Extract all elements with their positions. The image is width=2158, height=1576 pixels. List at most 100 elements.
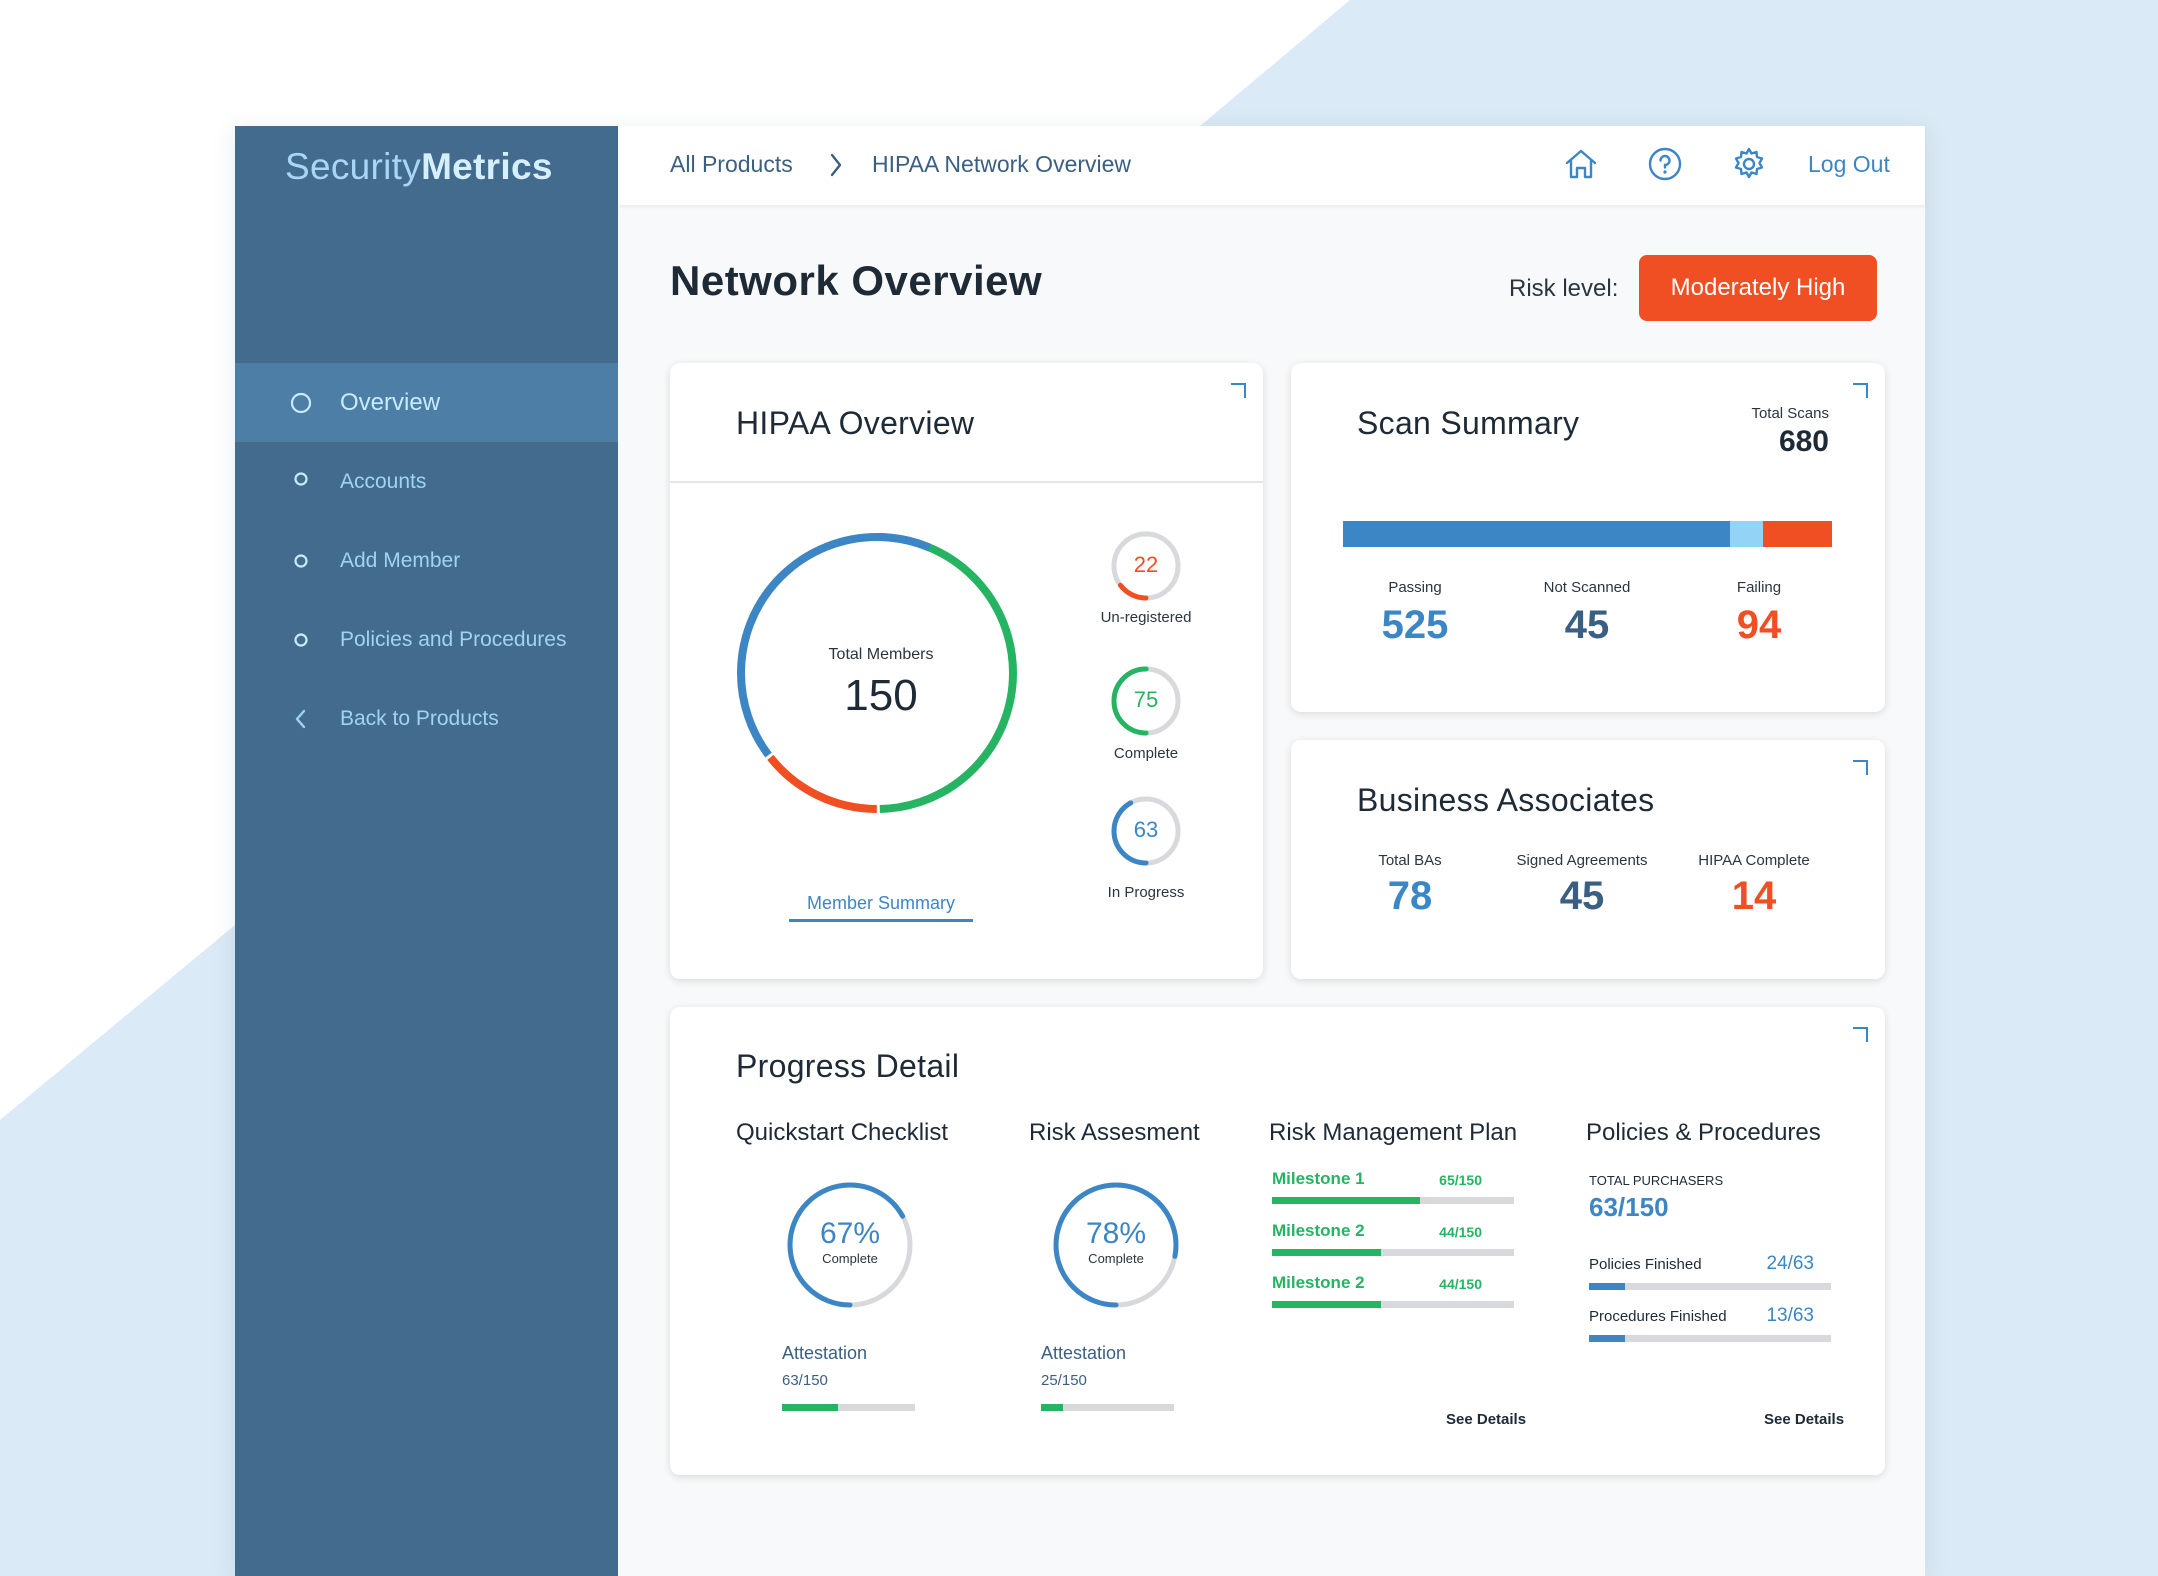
small-circle-icon bbox=[290, 550, 340, 572]
progress-detail-card: Progress Detail Quickstart Checklist 67%… bbox=[670, 1007, 1885, 1475]
sidebar-item-policies[interactable]: Policies and Procedures bbox=[235, 600, 618, 679]
sidebar-item-overview[interactable]: Overview bbox=[235, 363, 618, 442]
status-ring-fill bbox=[1111, 796, 1181, 866]
milestone-label: Milestone 1 bbox=[1272, 1169, 1365, 1188]
milestone-value: 44/150 bbox=[1439, 1224, 1482, 1240]
member-summary-link[interactable]: Member Summary bbox=[806, 893, 956, 913]
risk-management-plan-title: Risk Management Plan bbox=[1269, 1119, 1518, 1146]
status-ring-fill bbox=[1111, 531, 1181, 601]
policies-procedures-title: Policies & Procedures bbox=[1586, 1119, 1821, 1146]
total-members-label: Total Members bbox=[828, 646, 934, 663]
risk-attestation-value: 25/150 bbox=[1041, 1372, 1087, 1389]
risk-attestation-bar bbox=[1041, 1404, 1174, 1411]
ba-stat-label: Signed Agreements bbox=[1516, 852, 1648, 869]
members-donut-chart bbox=[737, 533, 1017, 813]
quickstart-attestation-bar bbox=[782, 1404, 915, 1411]
milestone-label: Milestone 2 bbox=[1272, 1273, 1365, 1292]
scan-bar-segment-not-scanned bbox=[1729, 521, 1763, 547]
risk-level-label: Risk level: bbox=[1509, 275, 1619, 302]
risk-assessment-ring-fill bbox=[1053, 1182, 1179, 1308]
risk-assessment-title: Risk Assesment bbox=[1029, 1119, 1200, 1146]
risk-assessment-progress-ring bbox=[1053, 1182, 1179, 1308]
milestone-progress-bar bbox=[1272, 1301, 1514, 1308]
ba-stat-label: HIPAA Complete bbox=[1698, 852, 1810, 869]
pp-row-value: 24/63 bbox=[1766, 1253, 1814, 1274]
small-circle-icon bbox=[290, 629, 340, 651]
sidebar-item-add-member[interactable]: Add Member bbox=[235, 521, 618, 600]
status-ring-in-progress bbox=[1111, 796, 1181, 866]
pp-row-value: 13/63 bbox=[1766, 1305, 1814, 1326]
scan-bar-segment-passing bbox=[1343, 521, 1730, 547]
expand-corner-icon[interactable] bbox=[1853, 760, 1868, 775]
chevron-left-icon bbox=[290, 708, 340, 730]
bar-fill bbox=[1272, 1249, 1381, 1256]
quickstart-title: Quickstart Checklist bbox=[736, 1119, 949, 1146]
card-title: Business Associates bbox=[1357, 782, 1655, 818]
top-bar: All Products HIPAA Network Overview Log … bbox=[618, 126, 1925, 205]
scan-stacked-bar bbox=[1343, 521, 1832, 547]
rmp-see-details-link[interactable]: See Details bbox=[1446, 1411, 1527, 1428]
expand-corner-icon[interactable] bbox=[1853, 1027, 1868, 1042]
expand-corner-icon[interactable] bbox=[1231, 383, 1246, 398]
business-associates-card: Business Associates Total BAs 78 Signed Ag… bbox=[1291, 740, 1885, 979]
milestone-value: 44/150 bbox=[1439, 1276, 1482, 1292]
bar-fill bbox=[782, 1404, 838, 1411]
quickstart-progress-ring bbox=[787, 1182, 913, 1308]
scan-stat-label: Passing bbox=[1388, 579, 1442, 596]
scan-stat-label: Not Scanned bbox=[1543, 579, 1631, 596]
ba-stat-value: 78 bbox=[1387, 874, 1433, 918]
status-value: 75 bbox=[1133, 687, 1159, 712]
scan-summary-card: Scan Summary Total Scans 680 Passing 525 N… bbox=[1291, 363, 1885, 712]
sidebar-item-label: Back to Products bbox=[340, 706, 499, 730]
scan-stat-value: 94 bbox=[1736, 603, 1782, 647]
pp-row-label: Policies Finished bbox=[1589, 1256, 1702, 1273]
scan-stat-value: 525 bbox=[1381, 603, 1449, 647]
scan-bar-segment-failing bbox=[1762, 521, 1832, 547]
risk-assessment-percent: 78% bbox=[1085, 1217, 1147, 1250]
scan-stat-label: Failing bbox=[1736, 579, 1782, 596]
total-purchasers-value: 63/150 bbox=[1589, 1192, 1669, 1222]
sidebar-item-label: Add Member bbox=[340, 548, 461, 572]
total-purchasers-label: TOTAL PURCHASERS bbox=[1589, 1173, 1724, 1188]
settings-icon[interactable] bbox=[1731, 146, 1767, 182]
total-scans-label: Total Scans bbox=[1751, 405, 1829, 422]
status-label: In Progress bbox=[1107, 884, 1185, 901]
help-icon[interactable] bbox=[1647, 146, 1683, 182]
breadcrumb-current: HIPAA Network Overview bbox=[872, 151, 1132, 177]
breadcrumb-root[interactable]: All Products bbox=[670, 151, 793, 177]
ba-stat-value: 45 bbox=[1559, 874, 1605, 918]
milestone-progress-bar bbox=[1272, 1197, 1514, 1204]
logout-link[interactable]: Log Out bbox=[1808, 151, 1890, 177]
ba-stat-value: 14 bbox=[1731, 874, 1777, 918]
pp-row-label: Procedures Finished bbox=[1589, 1308, 1727, 1325]
card-title: HIPAA Overview bbox=[736, 405, 975, 441]
expand-corner-icon[interactable] bbox=[1853, 383, 1868, 398]
circle-icon bbox=[290, 392, 340, 414]
scan-stat-value: 45 bbox=[1564, 603, 1610, 647]
ba-stat-label: Total BAs bbox=[1378, 852, 1442, 869]
status-value: 63 bbox=[1133, 817, 1159, 842]
milestone-value: 65/150 bbox=[1439, 1172, 1482, 1188]
risk-assessment-sub: Complete bbox=[1088, 1251, 1144, 1266]
sidebar-item-accounts[interactable]: Accounts bbox=[235, 442, 618, 521]
quickstart-ring-fill bbox=[787, 1182, 913, 1308]
member-summary-underline bbox=[789, 919, 973, 922]
sidebar-item-label: Policies and Procedures bbox=[340, 627, 567, 651]
quickstart-attestation-value: 63/150 bbox=[782, 1372, 828, 1389]
risk-attestation-label: Attestation bbox=[1041, 1343, 1127, 1363]
sidebar-item-back[interactable]: Back to Products bbox=[235, 679, 618, 758]
pp-progress-bar bbox=[1589, 1335, 1831, 1342]
total-members-value: 150 bbox=[844, 671, 918, 720]
quickstart-sub: Complete bbox=[822, 1251, 878, 1266]
bar-fill bbox=[1589, 1283, 1626, 1290]
donut-arcs bbox=[737, 533, 1017, 813]
card-title: Scan Summary bbox=[1357, 405, 1580, 441]
donut-segment-in-progress bbox=[737, 533, 1017, 813]
brand-logo[interactable]: SecurityMetrics bbox=[285, 146, 553, 187]
pp-see-details-link[interactable]: See Details bbox=[1764, 1411, 1845, 1428]
small-circle-icon bbox=[290, 471, 340, 493]
bar-fill bbox=[1272, 1301, 1381, 1308]
home-icon[interactable] bbox=[1563, 146, 1599, 182]
chevron-right-icon bbox=[828, 152, 844, 183]
card-title: Progress Detail bbox=[736, 1048, 960, 1084]
